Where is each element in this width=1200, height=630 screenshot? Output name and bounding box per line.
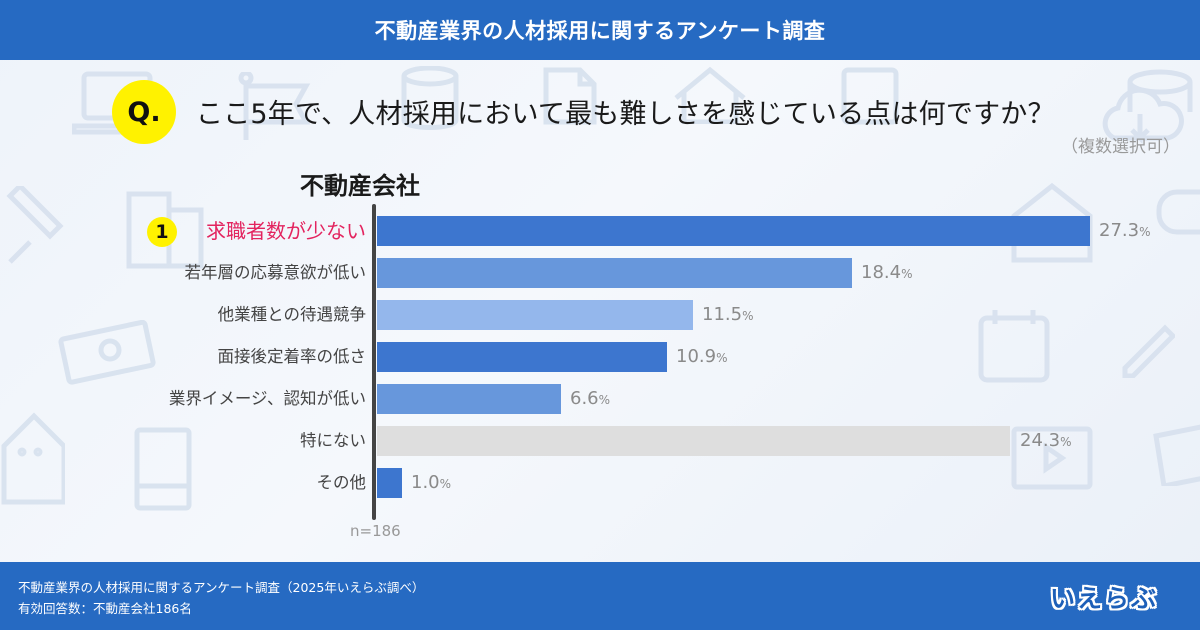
ierabu-logo: い え ら ぶ xyxy=(1050,581,1160,617)
bar-label: 業界イメージ、認知が低い xyxy=(168,389,366,408)
bar-value: 27.3% xyxy=(1099,220,1151,241)
bar-label: 面接後定着率の低さ xyxy=(217,347,367,366)
chart-axis-line xyxy=(372,204,376,520)
logo-char: ぶ xyxy=(1131,584,1157,613)
respondent-group-title: 不動産会社 xyxy=(300,172,420,200)
rank-1-badge: 1 xyxy=(147,217,177,247)
bar xyxy=(377,300,693,330)
bar-value: 24.3% xyxy=(1020,430,1072,451)
response-count-text: 有効回答数：不動産会社186名 xyxy=(18,601,192,616)
bar xyxy=(377,216,1090,246)
chart-row: 特にない 24.3% xyxy=(0,426,1200,456)
question-badge: Q. xyxy=(112,80,176,144)
bar xyxy=(377,426,1010,456)
question-row: Q. ここ5年で、人材採用において最も難しさを感じている点は何ですか？ xyxy=(112,80,1092,144)
sample-size-label: n=186 xyxy=(350,522,401,540)
bar-label: 若年層の応募意欲が低い xyxy=(184,263,367,282)
bar xyxy=(377,384,561,414)
bar-value: 1.0% xyxy=(411,472,452,493)
bar-label: 他業種との待遇競争 xyxy=(217,305,366,324)
bar-value: 10.9% xyxy=(676,346,728,367)
bar xyxy=(377,258,852,288)
page-title: 不動産業界の人材採用に関するアンケート調査 xyxy=(374,19,826,43)
bar-label-highlight: 求職者数が少ない xyxy=(206,219,366,243)
chart-row: 若年層の応募意欲が低い 18.4% xyxy=(0,258,1200,288)
bar-label: 特にない xyxy=(300,431,366,450)
footer-bar: 不動産業界の人材採用に関するアンケート調査（2025年いえらぶ調べ） 有効回答数… xyxy=(0,562,1200,630)
chart-row: 面接後定着率の低さ 10.9% xyxy=(0,342,1200,372)
bar xyxy=(377,342,667,372)
logo-char: え xyxy=(1077,584,1103,613)
chart-row: 他業種との待遇競争 11.5% xyxy=(0,300,1200,330)
bar-value: 18.4% xyxy=(861,262,913,283)
survey-source-text: 不動産業界の人材採用に関するアンケート調査（2025年いえらぶ調べ） xyxy=(18,580,425,595)
header-bar: 不動産業界の人材採用に関するアンケート調査 xyxy=(0,0,1200,60)
bar-value: 6.6% xyxy=(570,388,611,409)
multiple-choice-note: （複数選択可） xyxy=(1061,137,1180,157)
logo-char: い xyxy=(1050,584,1076,613)
chart-row: その他 1.0% xyxy=(0,468,1200,498)
question-text: ここ5年で、人材採用において最も難しさを感じている点は何ですか？ xyxy=(196,99,1055,130)
logo-char: ら xyxy=(1104,584,1130,613)
bar-value: 11.5% xyxy=(702,304,754,325)
bar-label: その他 xyxy=(316,473,367,492)
chart-row: 1 求職者数が少ない 27.3% xyxy=(0,216,1200,247)
chart-row: 業界イメージ、認知が低い 6.6% xyxy=(0,384,1200,414)
bar xyxy=(377,468,402,498)
